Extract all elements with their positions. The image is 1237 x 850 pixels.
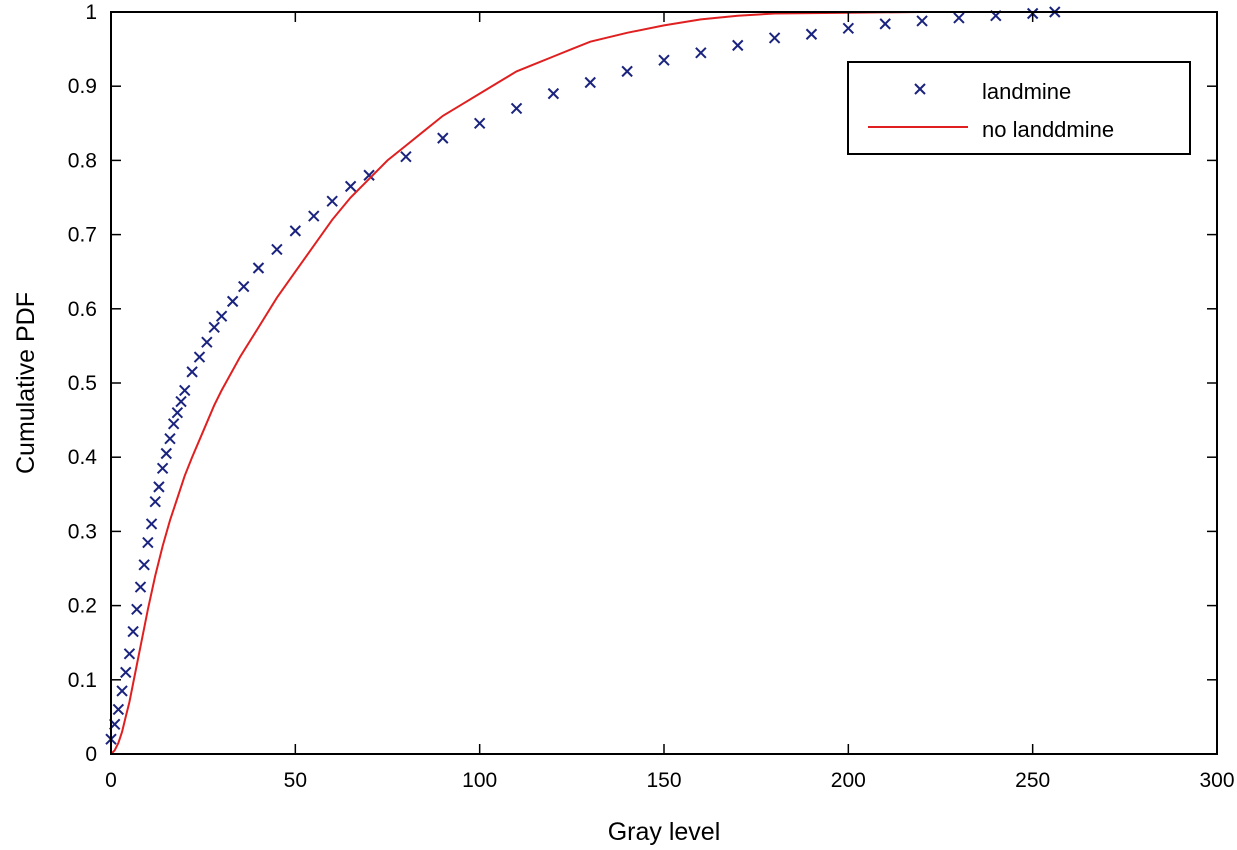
data-point-landmine xyxy=(156,462,169,475)
data-point-landmine xyxy=(805,28,818,40)
y-tick-label: 0.3 xyxy=(68,520,97,543)
data-point-landmine xyxy=(621,65,633,78)
data-point-landmine xyxy=(193,351,206,363)
data-point-landmine xyxy=(344,180,357,193)
data-point-landmine xyxy=(164,432,176,445)
legend: landmine no landdmine xyxy=(847,61,1191,155)
x-tick-label: 100 xyxy=(462,769,497,792)
data-point-landmine xyxy=(326,195,338,207)
data-point-landmine xyxy=(116,685,128,697)
y-tick-label: 1 xyxy=(85,1,97,24)
legend-entry-landmine: landmine xyxy=(914,79,1071,104)
x-tick-label: 200 xyxy=(831,769,866,792)
data-point-landmine xyxy=(473,117,486,130)
data-point-landmine xyxy=(510,102,523,115)
legend-label: landmine xyxy=(982,79,1071,104)
data-point-landmine xyxy=(175,395,187,408)
data-point-landmine xyxy=(547,87,560,100)
data-point-landmine xyxy=(842,22,855,35)
y-tick-label: 0.6 xyxy=(68,298,97,321)
data-point-landmine xyxy=(131,603,143,616)
legend-x-marker xyxy=(914,83,926,95)
data-point-landmine xyxy=(238,280,250,293)
legend-label: no landdmine xyxy=(982,117,1114,142)
y-tick-label: 0.4 xyxy=(68,446,98,469)
data-point-landmine xyxy=(584,76,596,89)
data-point-landmine xyxy=(437,132,449,144)
data-point-landmine xyxy=(171,406,184,419)
y-tick-label: 0.5 xyxy=(68,372,97,395)
data-point-landmine xyxy=(226,295,239,308)
data-point-landmine xyxy=(289,225,302,237)
data-point-landmine xyxy=(167,418,180,430)
data-point-landmine xyxy=(160,447,173,460)
data-point-landmine xyxy=(658,54,670,66)
data-point-landmine xyxy=(363,169,375,181)
data-point-landmine xyxy=(179,384,191,397)
data-point-landmine xyxy=(186,366,198,378)
data-point-landmine xyxy=(768,32,781,44)
data-point-landmine xyxy=(138,559,150,571)
legend-entry-no-landdmine: no landdmine xyxy=(868,117,1114,142)
y-axis: 0 0.1 0.2 0.3 0.4 0.5 0.6 0.7 0.8 0.9 1 xyxy=(68,1,1217,766)
data-point-landmine xyxy=(695,47,707,59)
x-axis-label: Gray level xyxy=(608,818,721,846)
x-tick-label: 250 xyxy=(1015,769,1050,792)
data-point-landmine xyxy=(120,666,132,679)
data-point-landmine xyxy=(134,581,147,593)
data-point-landmine xyxy=(142,536,154,549)
y-tick-label: 0.8 xyxy=(68,149,97,172)
data-point-landmine xyxy=(252,262,265,274)
data-point-landmine xyxy=(149,496,161,508)
data-point-landmine xyxy=(732,39,744,52)
x-tick-label: 0 xyxy=(105,769,117,792)
y-tick-label: 0 xyxy=(85,743,97,766)
y-tick-label: 0.9 xyxy=(68,75,97,98)
series-line-no-landdmine xyxy=(110,11,1055,755)
x-axis: 0 50 100 150 200 250 300 xyxy=(105,12,1235,792)
y-tick-label: 0.7 xyxy=(68,224,97,247)
y-tick-label: 0.1 xyxy=(68,669,97,692)
plot-area xyxy=(105,6,1061,755)
data-point-landmine xyxy=(308,210,320,222)
data-point-landmine xyxy=(145,518,158,530)
x-tick-label: 50 xyxy=(284,769,307,792)
data-point-landmine xyxy=(916,15,928,27)
data-point-landmine xyxy=(953,12,965,24)
x-tick-label: 300 xyxy=(1199,769,1234,792)
data-point-landmine xyxy=(271,243,283,256)
data-point-landmine xyxy=(201,336,213,348)
x-tick-label: 150 xyxy=(646,769,681,792)
legend-marker-x xyxy=(914,83,926,95)
y-tick-label: 0.2 xyxy=(68,595,97,618)
data-point-landmine xyxy=(153,481,165,493)
data-point-landmine xyxy=(215,310,228,322)
legend-box xyxy=(847,61,1191,155)
data-point-landmine xyxy=(208,321,220,334)
y-axis-label: Cumulative PDF xyxy=(12,292,40,474)
data-point-landmine xyxy=(400,150,412,163)
data-point-landmine xyxy=(112,703,125,716)
data-point-landmine xyxy=(879,18,891,30)
data-point-landmine xyxy=(123,648,136,660)
data-point-landmine xyxy=(127,625,139,638)
